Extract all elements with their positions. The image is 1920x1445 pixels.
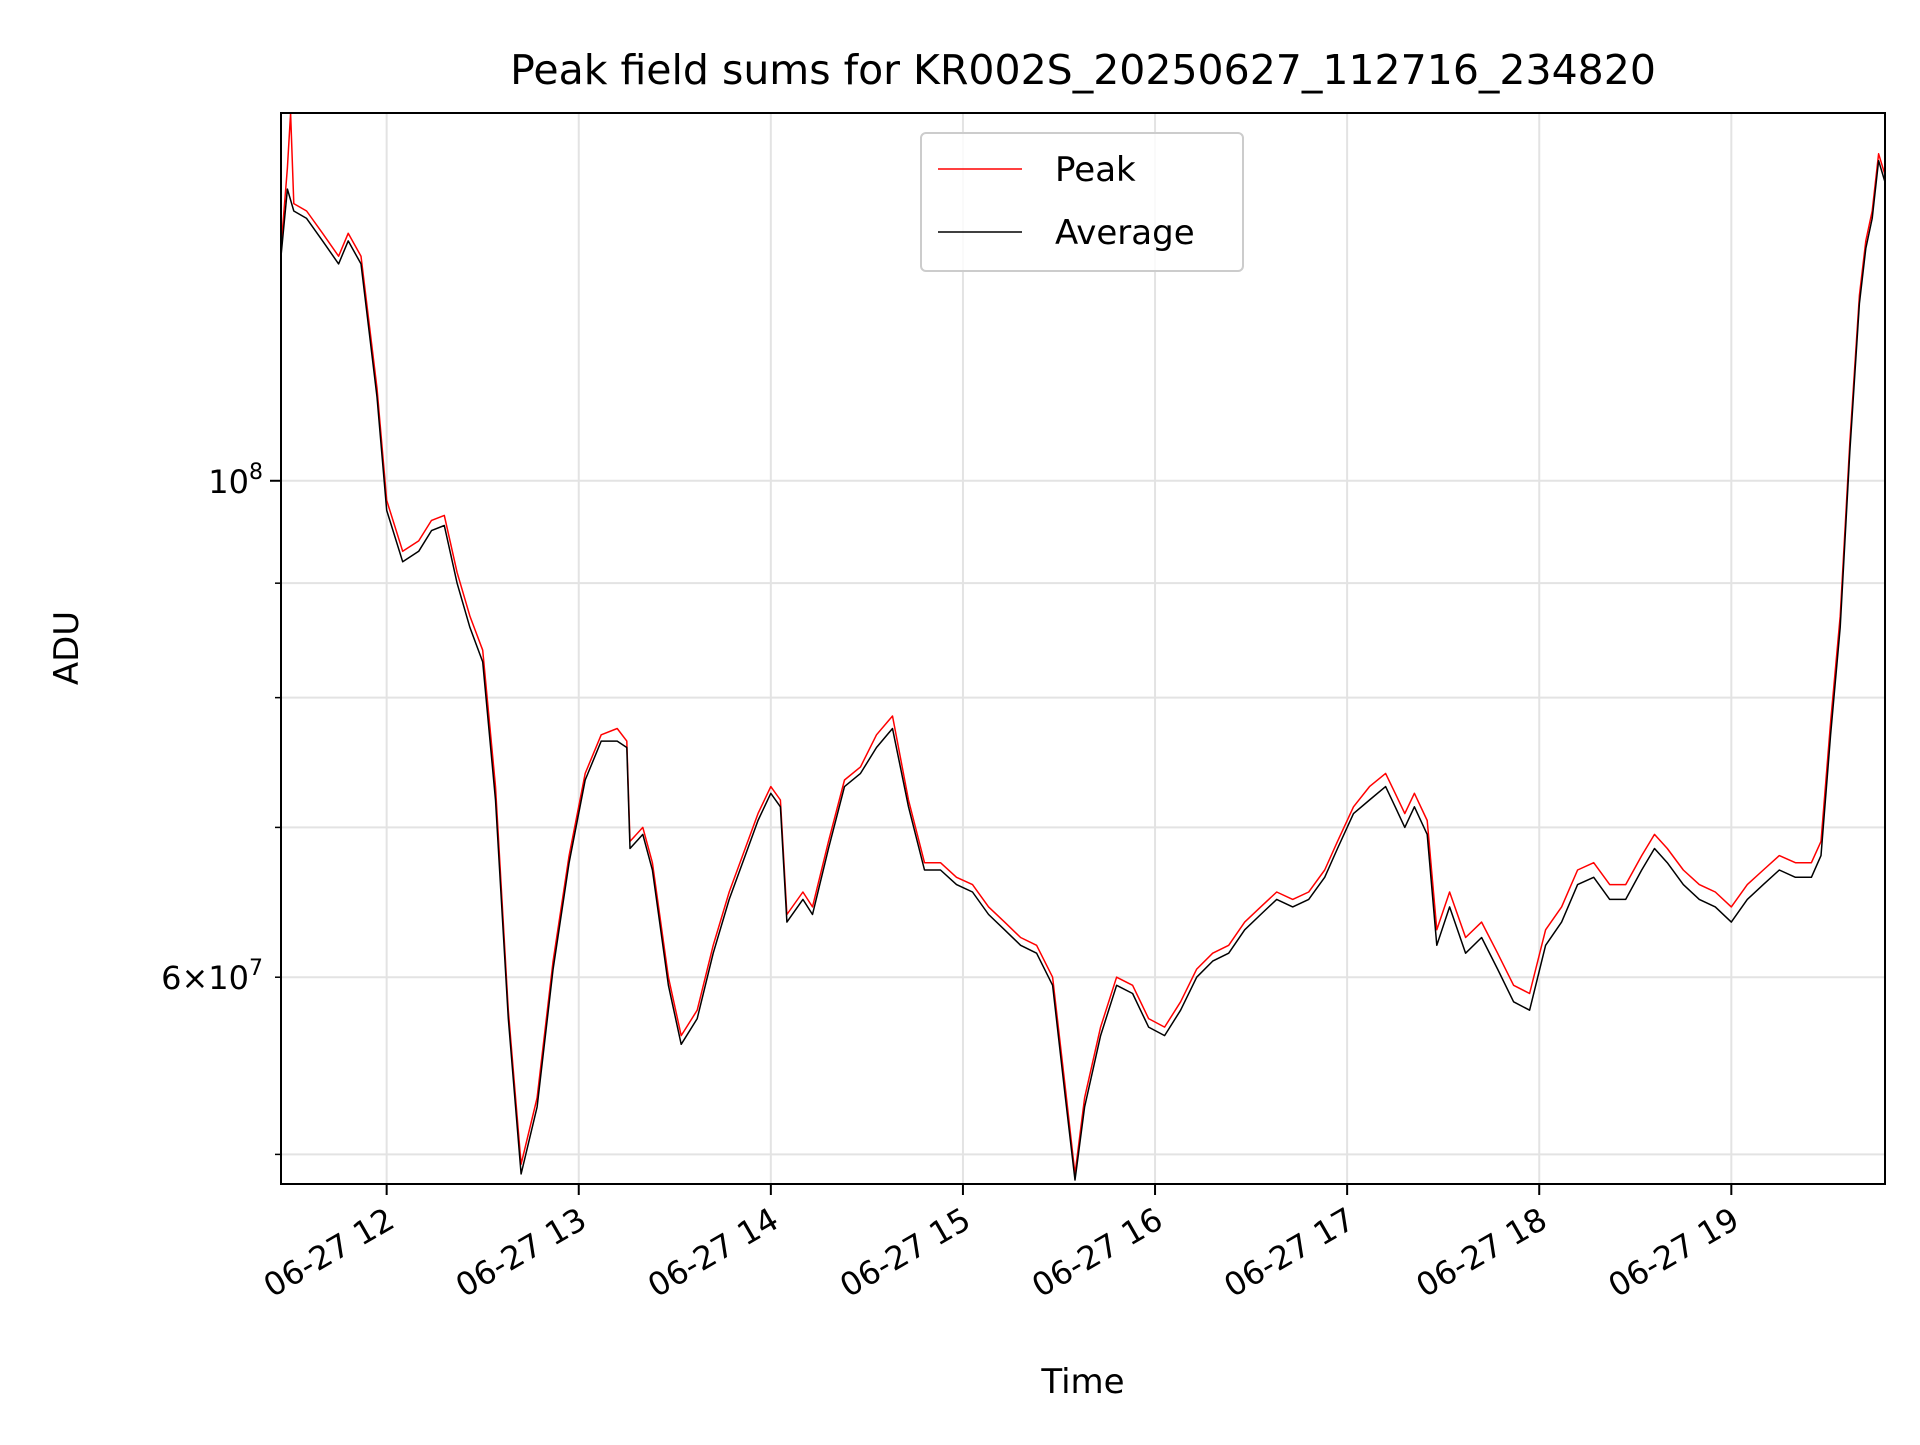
y-axis-label: ADU xyxy=(47,611,87,685)
y-tick-label: 6×107 xyxy=(161,956,263,997)
chart-title: Peak field sums for KR002S_20250627_1127… xyxy=(510,46,1656,94)
series-line-average xyxy=(280,159,1886,1181)
plot-frame xyxy=(280,112,1886,1185)
grid-layer xyxy=(281,113,1885,1184)
x-axis-label: Time xyxy=(1040,1362,1124,1402)
legend-label-peak: Peak xyxy=(1055,150,1136,190)
y-tick-label: 108 xyxy=(208,460,263,501)
legend-label-average: Average xyxy=(1055,213,1195,253)
legend: Peak Average xyxy=(920,132,1244,272)
series-layer xyxy=(280,112,1886,1181)
y-tick-layer: 108 6×107 xyxy=(161,460,281,1156)
legend-box xyxy=(920,132,1244,272)
